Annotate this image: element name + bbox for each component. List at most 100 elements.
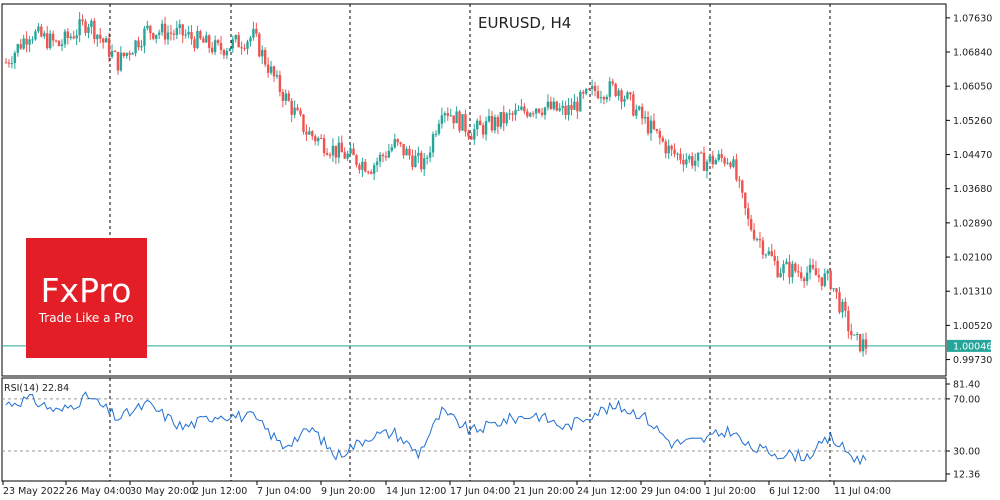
bear-candle [411,155,414,167]
bear-candle [240,47,243,49]
bear-candle [691,156,694,166]
bear-candle [287,93,290,101]
bull-candle [476,120,479,130]
bull-candle [205,35,208,43]
bull-candle [293,107,296,115]
rsi-label: RSI(14) 22.84 [4,383,69,394]
bull-candle [166,32,170,40]
bull-candle [805,272,809,282]
bull-candle [261,49,264,57]
bear-candle [107,38,111,57]
bull-candle [635,109,638,116]
bear-candle [40,26,43,37]
bull-candle [443,113,447,116]
logo-brand: FxPro [41,271,132,310]
bear-candle [673,149,676,154]
bear-candle [531,113,535,115]
bull-candle [131,53,134,55]
bear-candle [272,66,276,77]
bear-candle [93,20,96,40]
bear-candle [370,171,373,174]
time-tick-label: 29 Jun 04:00 [641,486,701,497]
bull-candle [437,123,441,134]
bear-candle [302,114,305,132]
bear-candle [496,117,500,127]
bear-candle [729,162,732,167]
bear-candle [802,278,806,282]
bull-candle [60,44,64,47]
bear-candle [181,24,184,36]
bear-candle [800,272,803,279]
bull-candle [520,106,523,110]
bull-candle [425,157,429,159]
bear-candle [54,40,58,42]
bear-candle [540,112,544,115]
bear-candle [408,148,411,156]
bear-candle [776,260,779,278]
time-tick-label: 14 Jun 12:00 [386,486,446,497]
bull-candle [378,154,382,162]
bear-candle [402,143,405,156]
bear-candle [72,36,75,39]
bull-candle [349,148,352,154]
bull-candle [308,131,311,135]
bear-candle [399,142,402,144]
bull-candle [69,36,72,39]
bull-candle [693,160,697,166]
bear-candle [57,40,61,47]
bull-candle [387,150,391,158]
bear-candle [847,310,850,332]
bear-candle [210,47,214,53]
bull-candle [110,51,114,57]
bull-candle [331,145,335,156]
bear-candle [290,100,293,115]
bear-candle [664,141,667,154]
bull-candle [275,75,279,77]
bear-candle [199,31,202,39]
bull-candle [517,109,520,111]
bull-candle [228,48,232,52]
time-tick-label: 1 Jul 20:00 [705,486,756,497]
bull-candle [361,161,364,170]
bull-candle [546,101,550,108]
bull-candle [561,105,564,109]
bear-candle [137,40,140,48]
price-tick-label: 0.99730 [953,355,992,366]
bear-candle [490,116,494,131]
bull-candle [585,88,588,94]
bear-candle [19,44,22,49]
bear-candle [343,152,346,159]
bull-candle [493,117,497,131]
bear-candle [384,156,388,158]
bear-candle [266,64,270,73]
bull-candle [284,93,287,101]
bull-candle [316,138,320,142]
bull-candle [714,159,717,165]
bear-candle [770,251,773,256]
bear-candle [358,164,361,170]
bear-candle [325,153,329,155]
bear-candle [611,81,614,84]
time-tick-label: 26 May 04:00 [66,486,131,497]
bull-candle [473,129,476,140]
bull-candle [487,116,491,122]
rsi-tick-label: 81.40 [953,379,980,390]
bear-candle [629,92,632,95]
bull-candle [157,32,161,35]
bear-candle [614,83,617,96]
bull-candle [63,31,67,45]
bull-candle [104,38,108,43]
bear-candle [502,112,505,124]
bull-candle [626,92,629,99]
bull-candle [643,116,647,119]
bear-candle [152,33,155,39]
bull-candle [75,35,78,39]
bear-candle [99,34,102,39]
bull-candle [249,37,252,42]
bull-candle [599,97,603,99]
bear-candle [243,48,246,50]
bear-candle [838,292,841,313]
bear-candle [340,142,343,153]
price-tick-label: 1.04470 [953,150,992,161]
